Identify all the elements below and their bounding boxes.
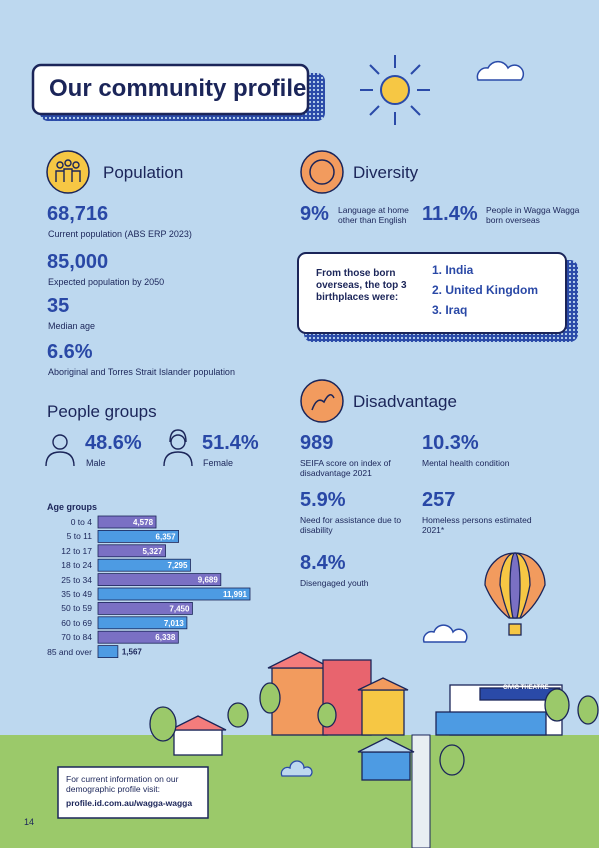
stat-value: 10.3% [422,432,479,454]
title-box [31,63,310,116]
bar [97,645,119,658]
value-label: 4,578 [133,518,154,527]
stat-value: 257 [422,489,456,511]
page-number: 14 [24,817,35,827]
category-label: 5 to 11 [66,531,92,542]
stat-value: 51.4% [202,432,259,454]
footer-box [57,766,209,819]
bar [97,587,251,601]
globe [309,159,335,185]
value-label: 7,013 [164,619,185,628]
cloud [476,60,525,81]
value-label: 6,357 [156,532,177,541]
diversity-icon [300,150,344,194]
bar [97,616,188,630]
bar [97,602,193,615]
road [411,734,431,848]
box-text: From those born overseas, the top 3 birt… [316,268,407,303]
list-item: 2. United Kingdom [432,283,538,297]
population-icon [46,150,90,194]
stat-label: Language at home other than English [338,205,409,225]
title: Our community profile [49,75,307,102]
bar [97,630,179,644]
category-label: 85 and over [47,646,92,657]
stat-label: People in Wagga Wagga born overseas [486,205,580,225]
cloud [280,760,313,777]
person-icons [45,429,193,467]
value-label: 1,567 [122,648,143,657]
stat-label: Mental health condition [422,458,510,468]
value-label: 5,327 [142,547,163,556]
stat-value: 6.6% [47,341,93,363]
category-label: 70 to 84 [61,632,92,643]
bar [97,558,191,572]
category-label: 12 to 17 [61,545,92,556]
category-label: 25 to 34 [61,574,92,585]
stat-label: Male [86,458,106,468]
list-item: 1. India [432,263,474,277]
value-label: 7,450 [169,604,190,613]
bar [97,573,222,586]
heading: Population [103,163,184,182]
category-label: 60 to 69 [61,617,92,628]
stat-value: 35 [47,295,70,317]
people-glyph [55,159,81,182]
value-label: 7,295 [167,561,188,570]
stat-label: Aboriginal and Torres Strait Islander po… [48,367,235,377]
bar [97,544,166,558]
category-label: 35 to 49 [61,589,92,599]
trees [149,682,599,776]
bar [97,515,157,529]
stat-value: 48.6% [85,432,142,454]
buildings [169,651,563,781]
stat-value: 8.4% [300,552,346,574]
stat-label: Female [203,458,234,468]
category-label: 50 to 59 [61,603,92,614]
stat-label: Need for assistance due to disability [300,515,402,535]
stat-label: Homeless persons estimated 2021* [422,515,532,535]
bar [97,530,179,543]
balloon [484,552,546,636]
cloud [422,624,468,643]
value-label: 9,689 [198,576,219,585]
value-label: 11,991 [223,590,248,599]
stat-value: 9% [300,203,329,225]
footer-text: For current information on our demograph… [66,774,179,794]
footer-link[interactable]: profile.id.com.au/wagga-wagga [66,798,193,808]
stat-label: Median age [48,321,96,331]
category-label: 18 to 24 [61,560,92,571]
heading: People groups [47,402,157,421]
stat-value: 11.4% [422,203,478,225]
stat-label: Disengaged youth [300,578,369,588]
stat-value: 5.9% [300,489,346,511]
hands [311,394,335,411]
stat-label: Expected population by 2050 [48,277,165,287]
value-label: 6,338 [155,633,176,642]
heading: Diversity [353,163,419,182]
category-label: 0 to 4 [70,517,92,527]
stat-label: Current population (ABS ERP 2023) [48,229,192,239]
sign: CIVIC THEATRE [503,685,549,691]
stat-value: 989 [300,432,334,454]
stat-value: 68,716 [47,203,109,225]
stat-value: 85,000 [47,251,109,273]
sun [360,55,430,125]
heading: Disadvantage [353,392,457,411]
list-item: 3. Iraq [432,303,468,317]
birthplace-box [297,252,567,334]
stat-label: SEIFA score on index of disadvantage 202… [300,458,391,478]
chart-title: Age groups [47,502,98,512]
